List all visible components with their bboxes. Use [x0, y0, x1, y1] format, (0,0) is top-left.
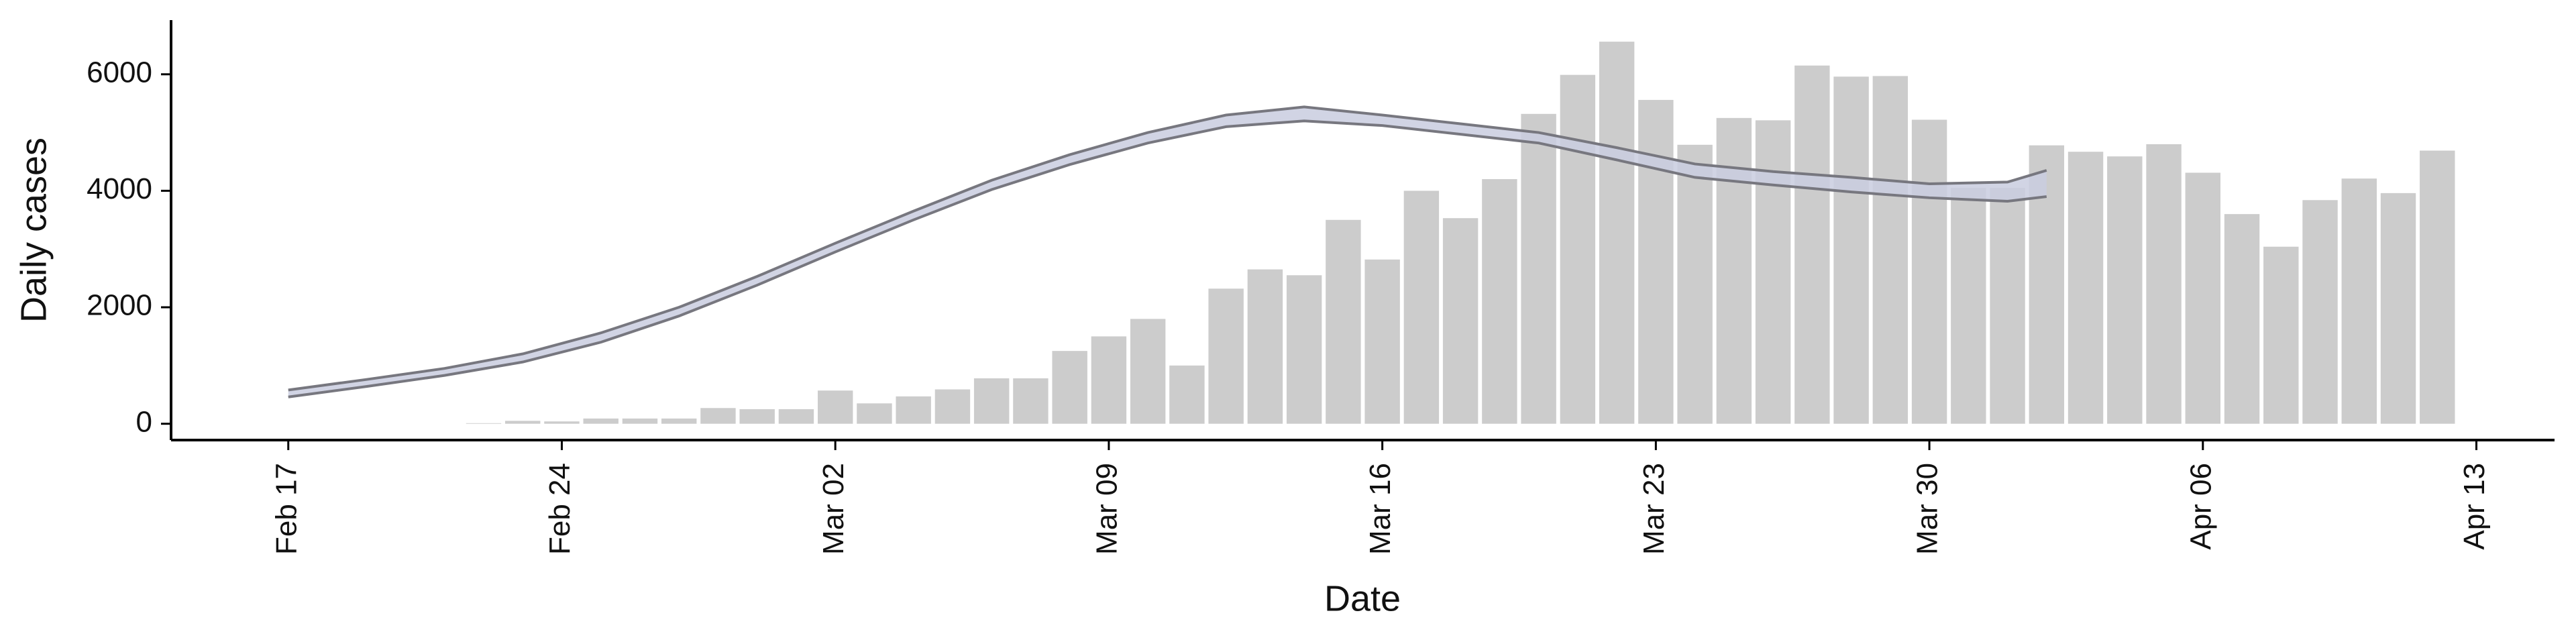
bar: [1403, 191, 1440, 424]
line: [288, 119, 2047, 398]
x-tick-label: Apr 06: [2184, 463, 2217, 550]
x-tick-label: Feb 17: [270, 463, 303, 555]
bar: [700, 408, 736, 424]
x-tick-label: Feb 24: [543, 463, 576, 555]
y-tick-label: 0: [136, 405, 152, 438]
bar: [1755, 120, 1791, 424]
bar: [1716, 117, 1752, 424]
bar: [1638, 99, 1674, 424]
bar: [1326, 219, 1361, 424]
bar: [2068, 152, 2104, 424]
bar: [857, 403, 892, 424]
bar: [2341, 178, 2377, 424]
bar: [2302, 200, 2338, 424]
bar: [1169, 365, 1205, 424]
bar: [2420, 150, 2455, 424]
bar: [973, 378, 1010, 424]
bar: [622, 418, 658, 424]
bar: [1951, 188, 1986, 424]
bar: [1013, 378, 1049, 424]
bar: [1560, 74, 1596, 424]
x-tick-label: Mar 09: [1091, 463, 1124, 555]
bar: [466, 423, 502, 424]
bar: [1247, 269, 1283, 424]
x-tick-label: Mar 02: [817, 463, 850, 555]
bar: [505, 421, 541, 424]
bar: [1911, 119, 1947, 424]
line: [288, 105, 2047, 392]
bar: [739, 409, 775, 424]
bar: [1599, 42, 1635, 424]
bar: [1521, 113, 1556, 424]
bar: [778, 409, 814, 424]
bar: [1794, 65, 1830, 424]
x-tick-label: Mar 30: [1911, 463, 1944, 555]
x-tick-label: Mar 23: [1638, 463, 1670, 555]
bar: [1482, 179, 1517, 424]
y-tick-label: 4000: [87, 172, 152, 205]
bar: [1091, 336, 1127, 424]
y-axis-title: Daily cases: [13, 138, 54, 323]
bar: [2107, 156, 2143, 424]
bar: [2185, 172, 2220, 424]
bar: [1364, 259, 1400, 424]
bar: [1677, 144, 1713, 424]
y-tick-label: 2000: [87, 289, 152, 322]
bar: [583, 418, 619, 424]
x-tick-label: Apr 13: [2458, 463, 2491, 550]
bar: [1208, 288, 1244, 424]
x-axis-title: Date: [1324, 578, 1401, 619]
bar: [896, 396, 931, 424]
bar: [1052, 351, 1087, 424]
bar: [2263, 246, 2299, 424]
bar: [661, 418, 697, 424]
bar: [1442, 218, 1479, 424]
bar: [1872, 76, 1909, 424]
bar: [1286, 275, 1322, 424]
y-tick-label: 6000: [87, 56, 152, 89]
bar: [544, 421, 580, 424]
confidence-band: [288, 107, 2047, 397]
bar: [934, 389, 971, 424]
bar: [1990, 188, 2025, 424]
bar: [2146, 144, 2182, 424]
bar: [817, 390, 853, 424]
bar: [2380, 193, 2416, 424]
bar: [2224, 214, 2260, 424]
x-tick-label: Mar 16: [1364, 463, 1397, 555]
bar: [1833, 76, 1869, 424]
bar: [1130, 319, 1166, 424]
